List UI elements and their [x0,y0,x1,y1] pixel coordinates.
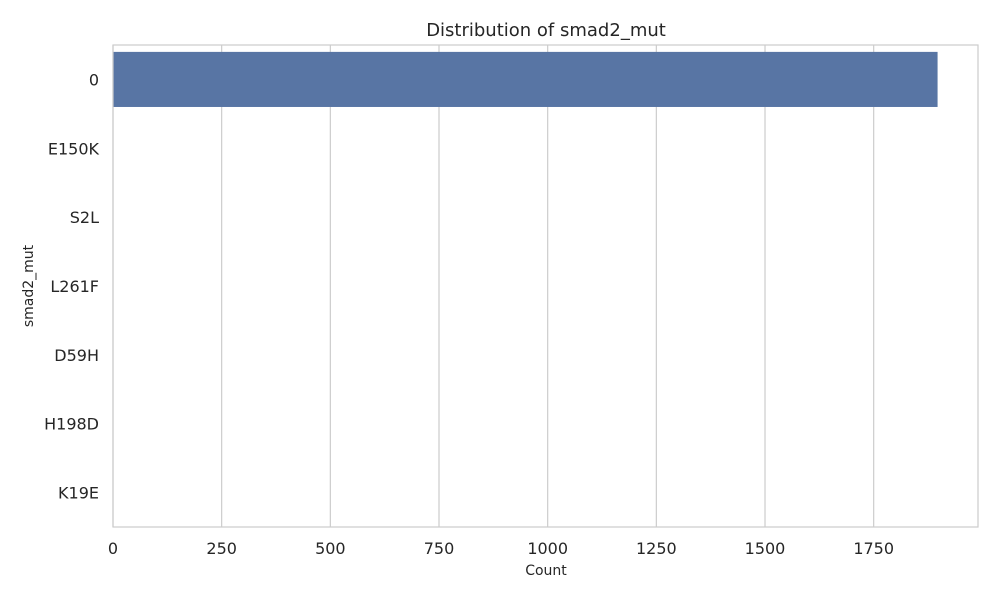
y-tick-labels: 0 E150K S2L L261F D59H H198D K19E [44,70,99,502]
bars [113,51,938,521]
bar [113,51,938,107]
y-tick-label: H198D [44,415,99,434]
x-axis-label: Count [525,563,567,579]
grid-lines [112,45,875,527]
x-tick-labels: 0 250 500 750 1000 1250 1500 1750 [108,539,894,558]
plot-frame [112,44,979,528]
chart-title: Distribution of smad2_mut [426,20,666,41]
x-tick-label: 1000 [527,539,568,558]
y-tick-label: L261F [50,277,99,296]
x-tick-label: 1750 [853,539,894,558]
y-tick-label: D59H [54,346,99,365]
x-tick-label: 1250 [636,539,677,558]
y-tick-label: E150K [48,139,100,158]
y-tick-label: S2L [70,208,99,227]
x-tick-label: 0 [108,539,118,558]
y-axis-label: smad2_mut [21,244,37,327]
x-tick-label: 250 [206,539,237,558]
y-tick-label: K19E [58,484,99,503]
x-tick-label: 750 [424,539,455,558]
y-tick-label: 0 [89,70,99,89]
x-tick-label: 1500 [745,539,786,558]
x-tick-label: 500 [315,539,346,558]
